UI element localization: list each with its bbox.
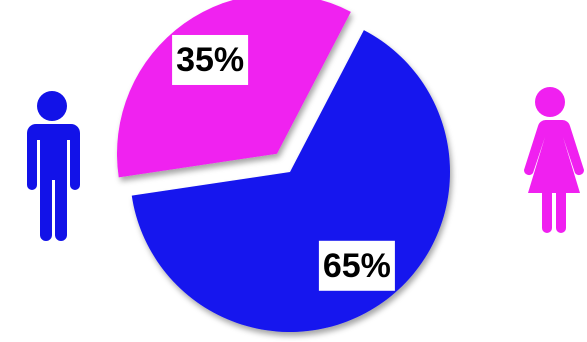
label-box <box>172 34 249 85</box>
value-label: 65% <box>323 247 391 285</box>
female-icon <box>524 87 584 233</box>
male-icon <box>27 91 80 241</box>
value-label: 35% <box>176 41 244 79</box>
label-box <box>318 240 395 291</box>
